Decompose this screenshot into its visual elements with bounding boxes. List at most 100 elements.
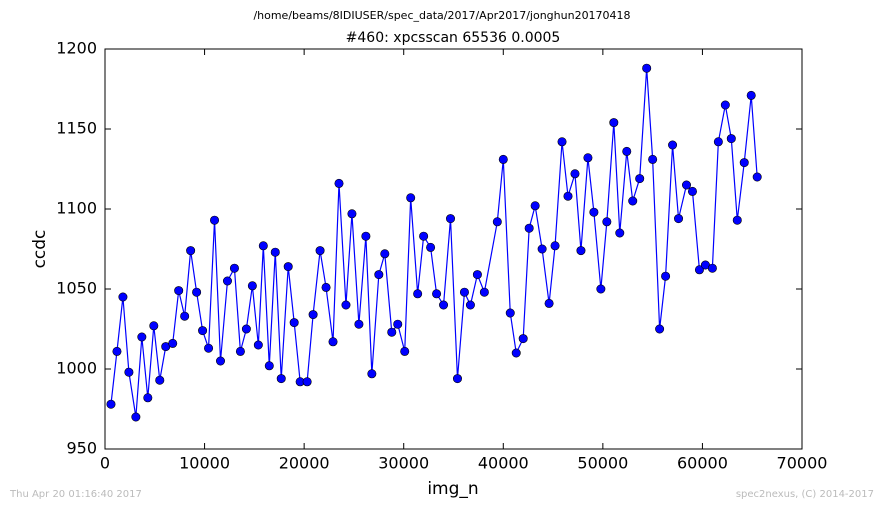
data-point <box>635 174 645 184</box>
x-tick-label: 30000 <box>378 454 429 473</box>
data-point <box>674 214 684 224</box>
data-point <box>576 246 586 256</box>
data-point <box>419 231 429 241</box>
data-point <box>583 153 593 163</box>
data-point <box>720 100 730 110</box>
data-point <box>687 186 697 196</box>
data-point <box>596 284 606 294</box>
data-point <box>681 180 691 190</box>
data-point <box>707 263 717 273</box>
data-point <box>315 246 325 256</box>
footer-right: spec2nexus, (C) 2014-2017 <box>736 489 874 500</box>
x-tick-label: 0 <box>100 454 110 473</box>
data-point <box>589 207 599 217</box>
x-tick-label: 40000 <box>478 454 529 473</box>
x-tick-label: 50000 <box>577 454 628 473</box>
data-point <box>668 140 678 150</box>
data-point <box>713 137 723 147</box>
data-point <box>746 90 756 100</box>
data-point <box>413 289 423 299</box>
data-point <box>439 300 449 310</box>
data-point <box>472 270 482 280</box>
data-point <box>511 348 521 358</box>
data-point <box>106 399 116 409</box>
data-point <box>174 286 184 296</box>
plot-frame <box>104 48 803 450</box>
data-point <box>112 346 122 356</box>
data-point <box>354 319 364 329</box>
data-point <box>258 241 268 251</box>
data-point <box>380 249 390 259</box>
data-point <box>726 134 736 144</box>
data-point <box>393 319 403 329</box>
data-point <box>308 310 318 320</box>
x-axis-label: img_n <box>427 479 478 499</box>
data-point <box>367 369 377 379</box>
data-point <box>537 244 547 254</box>
data-point <box>229 263 239 273</box>
data-point <box>124 367 134 377</box>
data-point <box>694 265 704 275</box>
data-point <box>563 191 573 201</box>
x-tick-label: 70000 <box>777 454 828 473</box>
data-point <box>530 201 540 211</box>
y-tick-label: 1100 <box>56 199 97 218</box>
data-point <box>479 287 489 297</box>
data-point <box>118 292 128 302</box>
header: /home/beams/8IDIUSER/spec_data/2017/Apr2… <box>253 9 630 22</box>
data-point <box>655 324 665 334</box>
data-point <box>143 393 153 403</box>
data-point <box>622 146 632 156</box>
data-point <box>387 327 397 337</box>
data-point <box>557 137 567 147</box>
data-point <box>426 242 436 252</box>
x-tick-label: 10000 <box>179 454 230 473</box>
data-point <box>149 321 159 331</box>
data-point <box>253 340 263 350</box>
y-tick-label: 1150 <box>56 119 97 138</box>
data-point <box>505 308 515 318</box>
data-point <box>222 276 232 286</box>
data-point <box>155 375 165 385</box>
data-point <box>432 289 442 299</box>
data-point <box>615 228 625 238</box>
data-point <box>465 300 475 310</box>
data-point <box>732 215 742 225</box>
data-point <box>374 270 384 280</box>
data-point <box>446 214 456 224</box>
data-point <box>602 217 612 227</box>
data-point <box>406 193 416 203</box>
data-point <box>752 172 762 182</box>
data-point <box>302 377 312 387</box>
data-point <box>137 332 147 342</box>
data-point <box>739 158 749 168</box>
data-point <box>648 154 658 164</box>
data-point <box>283 262 293 272</box>
data-point <box>341 300 351 310</box>
data-point <box>498 154 508 164</box>
data-point <box>204 343 214 353</box>
data-point <box>131 412 141 422</box>
data-point <box>518 334 528 344</box>
y-tick-label: 950 <box>66 439 97 458</box>
data-point <box>180 311 190 321</box>
y-tick-label: 1050 <box>56 279 97 298</box>
footer-left: Thu Apr 20 01:16:40 2017 <box>9 489 142 500</box>
data-point <box>347 209 357 219</box>
data-point <box>270 247 280 257</box>
y-tick-label: 1000 <box>56 359 97 378</box>
chart-title: #460: xpcsscan 65536 0.0005 <box>346 30 561 46</box>
data-point <box>247 281 257 291</box>
data-point <box>452 374 462 384</box>
x-tick-label: 60000 <box>677 454 728 473</box>
data-point <box>241 324 251 334</box>
data-point <box>321 282 331 292</box>
data-point <box>264 361 274 371</box>
data-point <box>186 246 196 256</box>
data-point <box>459 287 469 297</box>
data-point <box>544 298 554 308</box>
data-point <box>216 356 226 366</box>
data-point <box>524 223 534 233</box>
